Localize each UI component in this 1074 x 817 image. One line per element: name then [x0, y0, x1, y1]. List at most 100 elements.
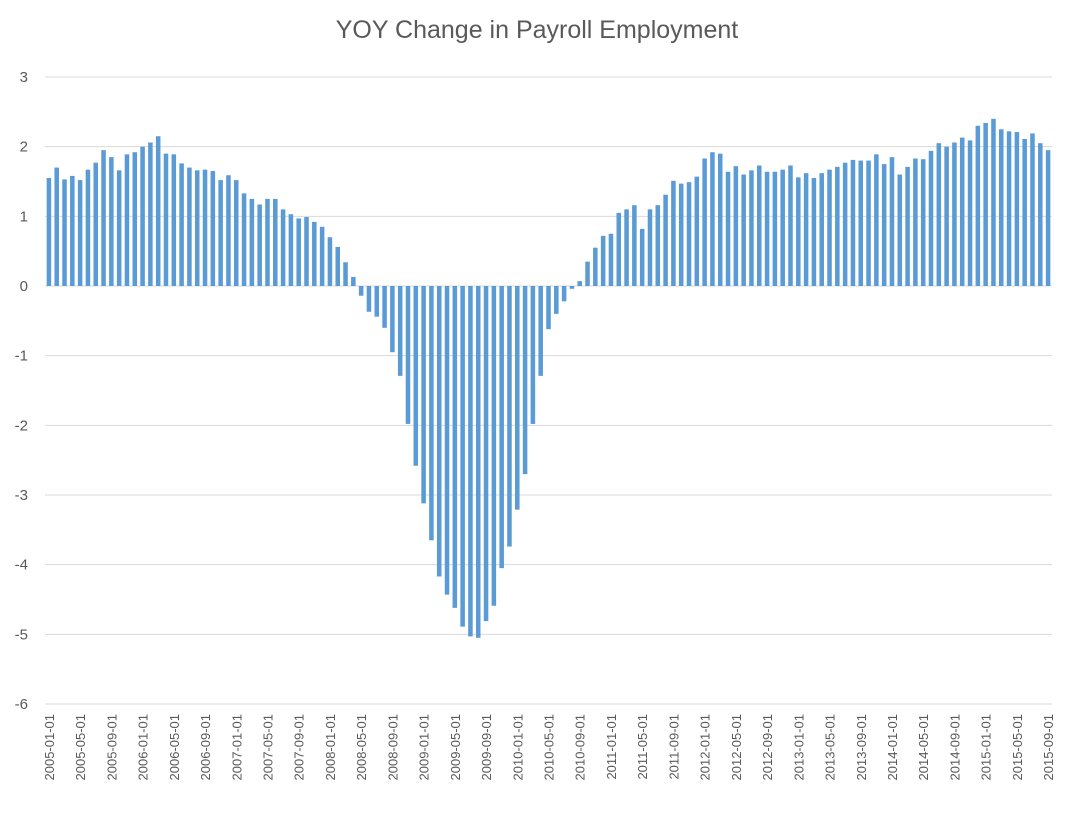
bar: [725, 171, 731, 286]
x-tick-label: 2009-01-01: [417, 714, 432, 781]
y-tick-label: -5: [15, 626, 28, 643]
bar: [319, 226, 325, 286]
x-tick-label: 2005-09-01: [104, 714, 119, 781]
bar: [733, 166, 739, 286]
bar: [897, 174, 903, 286]
bar: [421, 286, 426, 504]
bar: [881, 164, 887, 286]
bar: [327, 237, 333, 286]
bar: [233, 180, 239, 286]
bar: [413, 286, 419, 466]
bar: [296, 218, 301, 286]
x-tick-label: 2007-09-01: [292, 714, 307, 781]
chart-title: YOY Change in Payroll Employment: [335, 16, 739, 44]
x-tick-label: 2013-01-01: [791, 714, 806, 781]
bar: [405, 286, 411, 424]
x-tick-label: 2014-01-01: [885, 714, 900, 781]
bars: [46, 118, 1051, 638]
bar: [764, 171, 770, 286]
bar: [686, 182, 692, 286]
bar: [811, 178, 817, 286]
bar: [460, 286, 465, 627]
bar: [226, 175, 231, 286]
bar: [132, 152, 138, 286]
bar: [483, 286, 489, 622]
x-tick-label: 2012-05-01: [729, 714, 744, 781]
x-tick-label: 2014-05-01: [916, 714, 931, 781]
bar: [842, 162, 848, 286]
bar: [335, 246, 340, 286]
bar: [796, 177, 801, 286]
bar: [959, 137, 965, 286]
bar: [717, 153, 723, 286]
bar: [577, 281, 582, 286]
bar: [936, 143, 942, 286]
bar: [366, 286, 372, 312]
bar: [194, 170, 200, 286]
bar: [475, 286, 481, 638]
bar: [468, 286, 473, 637]
bar: [655, 205, 661, 286]
bar: [1006, 131, 1012, 286]
bar: [788, 165, 793, 286]
bar: [210, 171, 216, 286]
x-tick-label: 2011-05-01: [635, 714, 650, 780]
bar: [702, 158, 707, 286]
bar: [124, 154, 130, 286]
bar: [436, 286, 442, 577]
bar: [944, 146, 949, 286]
bar: [1014, 132, 1020, 286]
x-tick-label: 2006-09-01: [198, 714, 213, 781]
bar: [678, 183, 684, 286]
bar: [1030, 133, 1035, 286]
bar: [429, 286, 434, 541]
bar: [491, 286, 497, 606]
bar: [312, 221, 317, 286]
bar: [515, 286, 520, 510]
bar: [257, 204, 262, 286]
bar: [554, 286, 559, 314]
bar: [499, 286, 504, 569]
y-tick-label: -2: [15, 417, 28, 434]
y-tick-label: -1: [15, 348, 28, 365]
y-tick-label: 1: [20, 208, 28, 225]
bar: [928, 150, 934, 286]
bar: [983, 122, 988, 286]
bar: [999, 129, 1004, 286]
x-tick-label: 2005-05-01: [73, 714, 88, 781]
bar: [109, 157, 114, 286]
x-tick-label: 2007-05-01: [260, 714, 275, 781]
bar: [171, 154, 177, 286]
bar: [273, 198, 278, 286]
bar: [757, 165, 762, 286]
bar: [835, 166, 840, 286]
bar: [77, 180, 83, 286]
bar: [874, 154, 879, 286]
x-tick-label: 2008-01-01: [323, 714, 338, 781]
bar: [148, 142, 153, 286]
bar: [546, 286, 551, 330]
bar: [749, 170, 754, 286]
bar: [140, 146, 145, 286]
bar: [452, 286, 458, 608]
x-axis-tick-labels: 2005-01-01 2005-05-01 2005-09-01 2006-01-01…: [42, 714, 1056, 781]
bar: [280, 209, 286, 286]
x-tick-label: 2012-01-01: [698, 714, 713, 781]
x-tick-label: 2011-09-01: [666, 714, 681, 780]
x-tick-label: 2015-01-01: [979, 714, 994, 781]
y-tick-label: -4: [15, 557, 28, 574]
bar: [920, 159, 926, 286]
bar: [390, 286, 395, 353]
bar: [819, 173, 824, 286]
bar: [741, 174, 746, 286]
x-tick-label: 2009-05-01: [448, 714, 463, 781]
bar: [616, 212, 622, 286]
bar: [444, 286, 450, 595]
bar: [1045, 150, 1051, 286]
bar: [639, 228, 645, 286]
bar: [889, 157, 895, 286]
y-axis-tick-labels: 3 2 1 0 -1 -2 -3 -4 -5 -6: [15, 69, 28, 713]
bar: [624, 209, 629, 286]
bar: [561, 286, 567, 302]
